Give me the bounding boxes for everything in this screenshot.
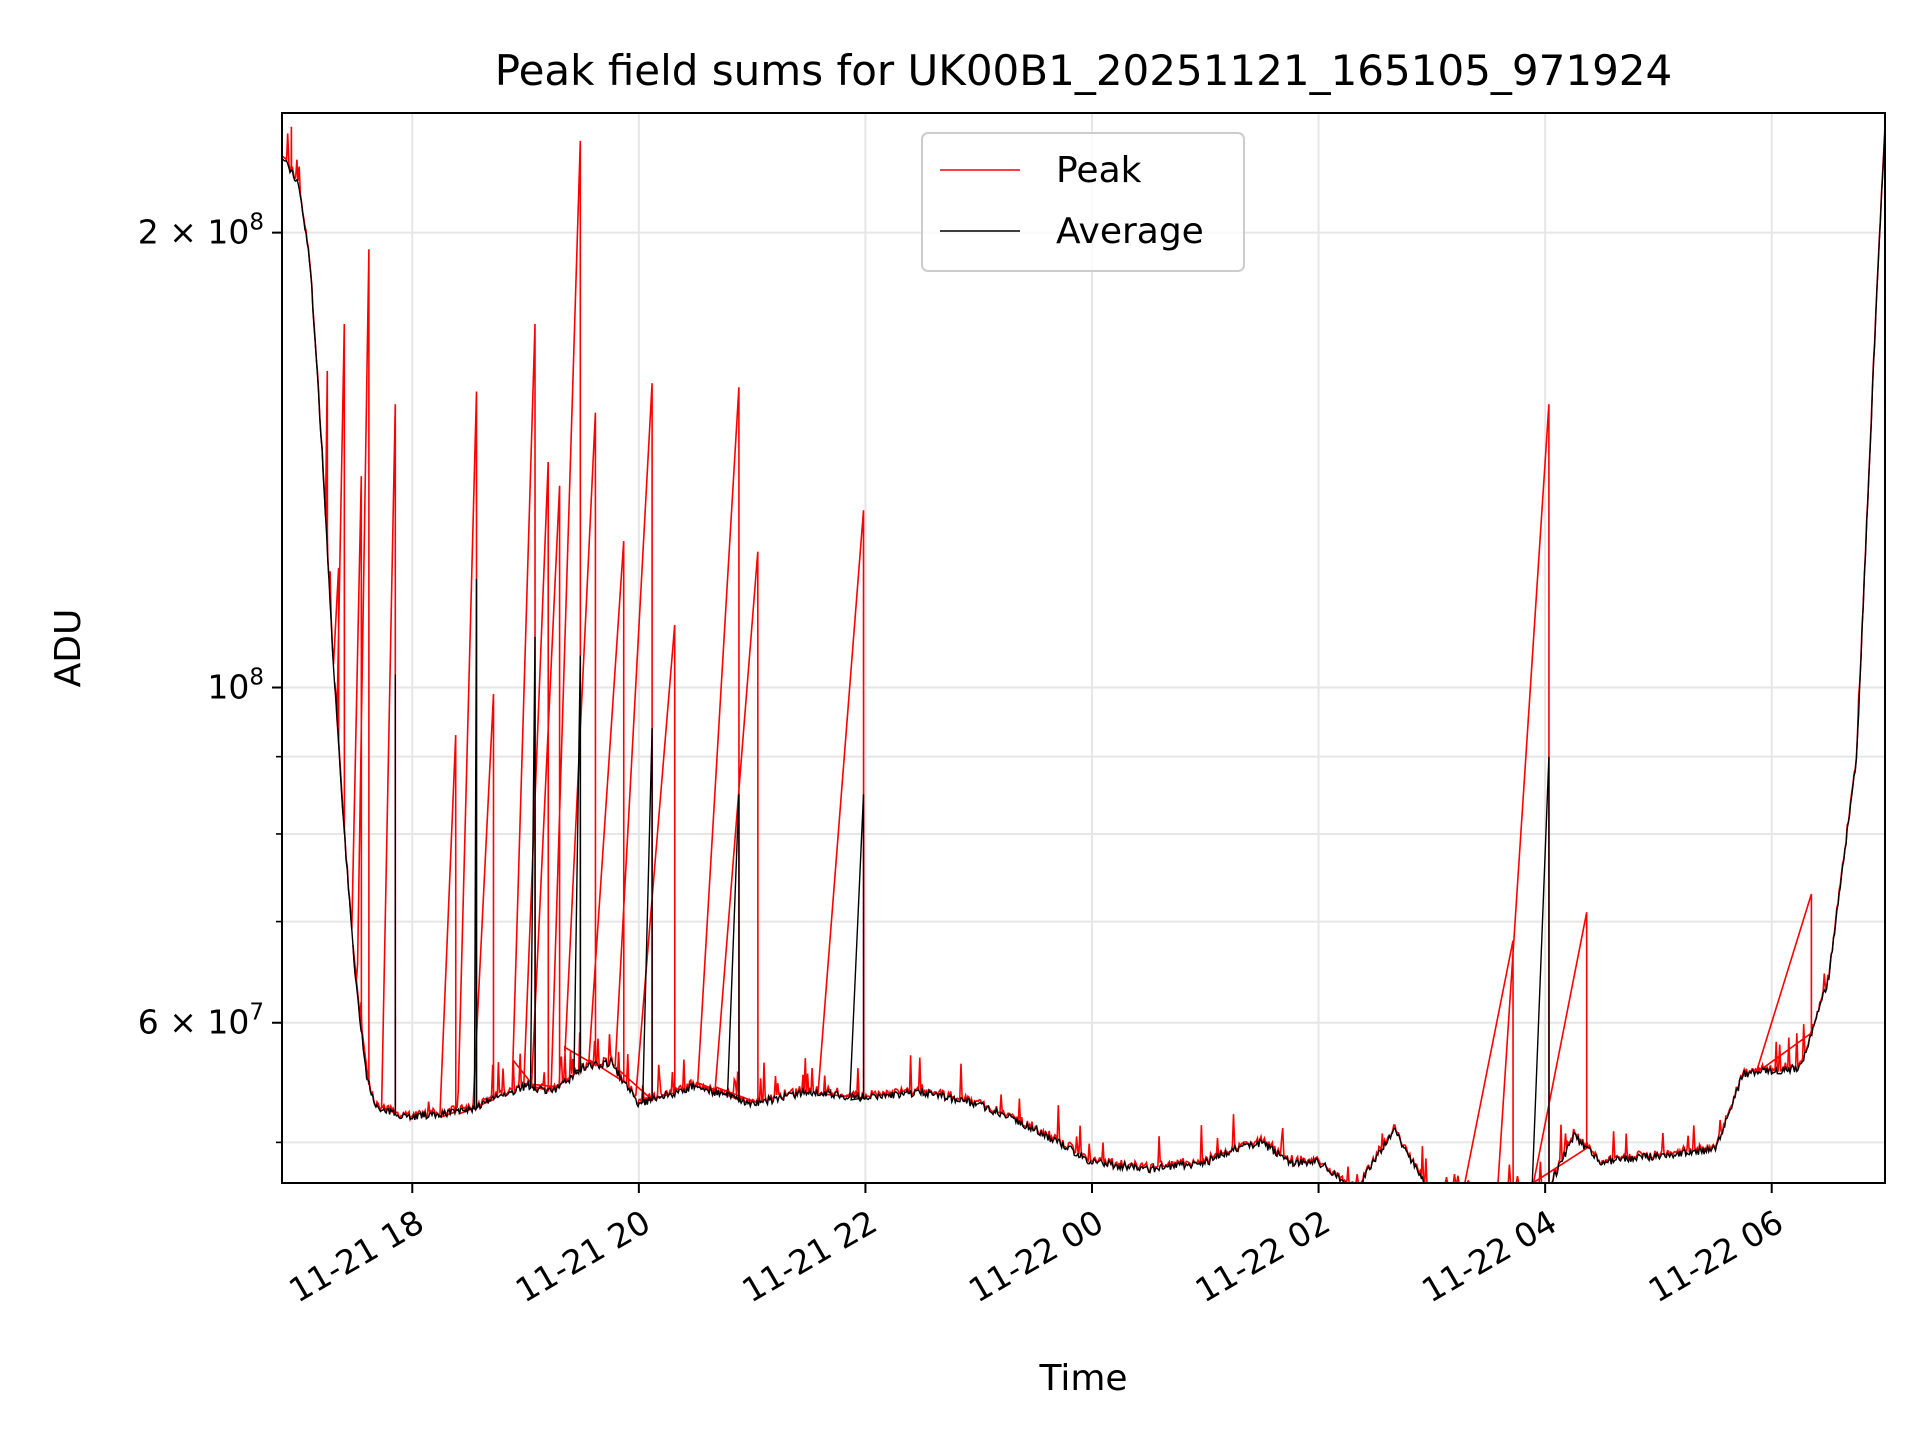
legend: Peak Average (921, 132, 1245, 272)
y-tick-label: 108 (207, 665, 264, 707)
y-tick-label: 2 × 108 (138, 210, 264, 252)
y-axis-title: ADU (48, 609, 89, 688)
chart-title: Peak field sums for UK00B1_20251121_1651… (495, 46, 1673, 95)
plot-frame (281, 112, 1886, 1184)
legend-box (921, 132, 1245, 272)
series-average-line (282, 127, 1885, 1183)
legend-average-label: Average (1056, 211, 1204, 252)
grid (282, 113, 1885, 1183)
legend-peak-label: Peak (1056, 150, 1142, 191)
x-axis-title: Time (1038, 1358, 1127, 1399)
y-tick-label: 6 × 107 (138, 1000, 264, 1042)
plot-area (282, 125, 1885, 1183)
